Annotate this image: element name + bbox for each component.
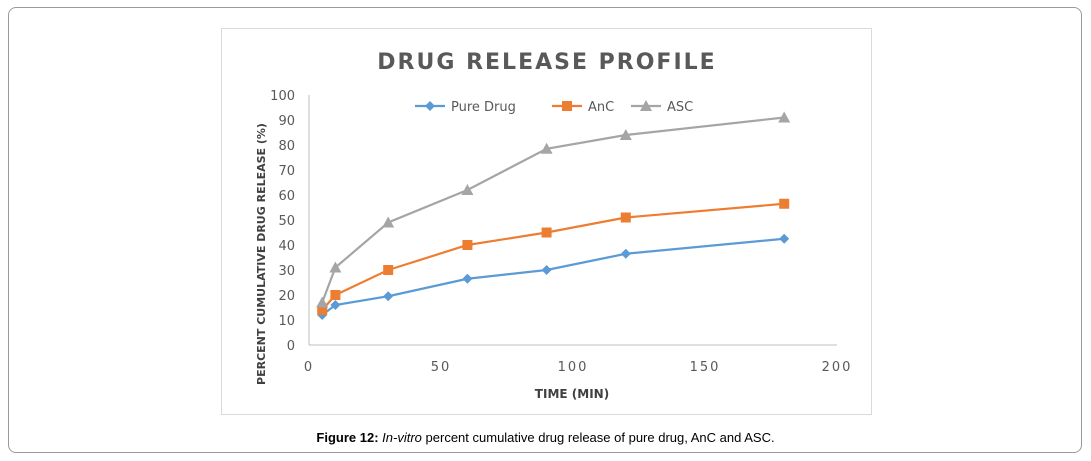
legend: Pure Drug AnC ASC <box>415 100 693 115</box>
data-point-asc <box>461 184 474 195</box>
y-tick-label: 90 <box>278 114 295 129</box>
y-tick-label: 80 <box>278 139 295 154</box>
legend-label-pure-drug: Pure Drug <box>451 100 516 115</box>
data-point-asc <box>619 129 632 140</box>
data-point-asc <box>778 111 791 123</box>
y-tick-label: 30 <box>278 264 295 279</box>
y-tick-label: 100 <box>270 89 295 104</box>
data-point-asc <box>329 261 342 273</box>
data-point-anc <box>383 265 394 275</box>
data-point-anc <box>330 290 341 300</box>
data-point-pure-drug <box>779 233 790 244</box>
data-point-anc <box>317 305 328 315</box>
y-tick-label: 20 <box>278 289 295 304</box>
x-axis-label: TIME (MIN) <box>535 387 609 401</box>
data-point-asc <box>316 296 329 308</box>
x-tick-label: 200 <box>822 360 853 375</box>
data-point-pure-drug <box>620 248 631 259</box>
data-point-pure-drug <box>541 265 552 275</box>
series-line-anc <box>321 202 785 311</box>
x-tick-label: 100 <box>558 360 589 375</box>
chart-svg: DRUG RELEASE PROFILE TIME (MIN) PERCENT … <box>255 50 853 401</box>
data-point-anc <box>620 212 631 223</box>
series-pure-drug <box>317 233 790 320</box>
y-tick-label: 60 <box>278 189 295 204</box>
data-point-anc <box>462 240 473 250</box>
legend-label-anc: AnC <box>588 100 614 115</box>
series-layer <box>316 111 791 320</box>
figure-frame <box>8 7 1082 453</box>
chart-area: DRUG RELEASE PROFILE TIME (MIN) PERCENT … <box>221 28 872 415</box>
chart-title: DRUG RELEASE PROFILE <box>377 50 716 75</box>
legend-marker-pure-drug <box>425 101 435 111</box>
y-tick-label: 0 <box>287 339 295 354</box>
legend-label-asc: ASC <box>667 100 693 115</box>
y-tick-label: 40 <box>278 239 295 254</box>
x-tick-label: 50 <box>431 360 452 375</box>
y-tick-label: 70 <box>278 164 295 179</box>
caption-label: Figure 12: <box>316 430 379 445</box>
x-tick-label: 0 <box>304 360 314 375</box>
data-point-pure-drug <box>383 291 394 302</box>
y-tick-label: 10 <box>278 314 295 329</box>
legend-item-pure-drug: Pure Drug <box>415 100 516 115</box>
legend-marker-asc <box>640 100 652 111</box>
caption-text: percent cumulative drug release of pure … <box>425 430 775 445</box>
y-tick-label: 50 <box>278 214 295 229</box>
y-axis-label: PERCENT CUMULATIVE DRUG RELEASE (%) <box>255 123 268 385</box>
axes: 0 10 20 30 40 50 60 70 80 90 100 0 50 100 150 200 <box>270 89 853 375</box>
data-point-pure-drug <box>462 273 473 284</box>
series-line-pure-drug <box>321 237 785 316</box>
legend-marker-anc <box>562 101 572 111</box>
legend-item-anc: AnC <box>552 100 614 115</box>
series-asc <box>316 111 791 308</box>
legend-item-asc: ASC <box>631 100 693 115</box>
data-point-asc <box>382 216 395 228</box>
caption-italic: In-vitro <box>382 430 422 445</box>
series-anc <box>317 198 790 315</box>
figure-caption: Figure 12: In-vitro percent cumulative d… <box>0 430 1091 445</box>
data-point-anc <box>779 198 790 209</box>
data-point-asc <box>540 142 553 154</box>
x-tick-label: 150 <box>690 360 721 375</box>
data-point-anc <box>541 227 552 238</box>
data-point-pure-drug <box>330 300 341 310</box>
